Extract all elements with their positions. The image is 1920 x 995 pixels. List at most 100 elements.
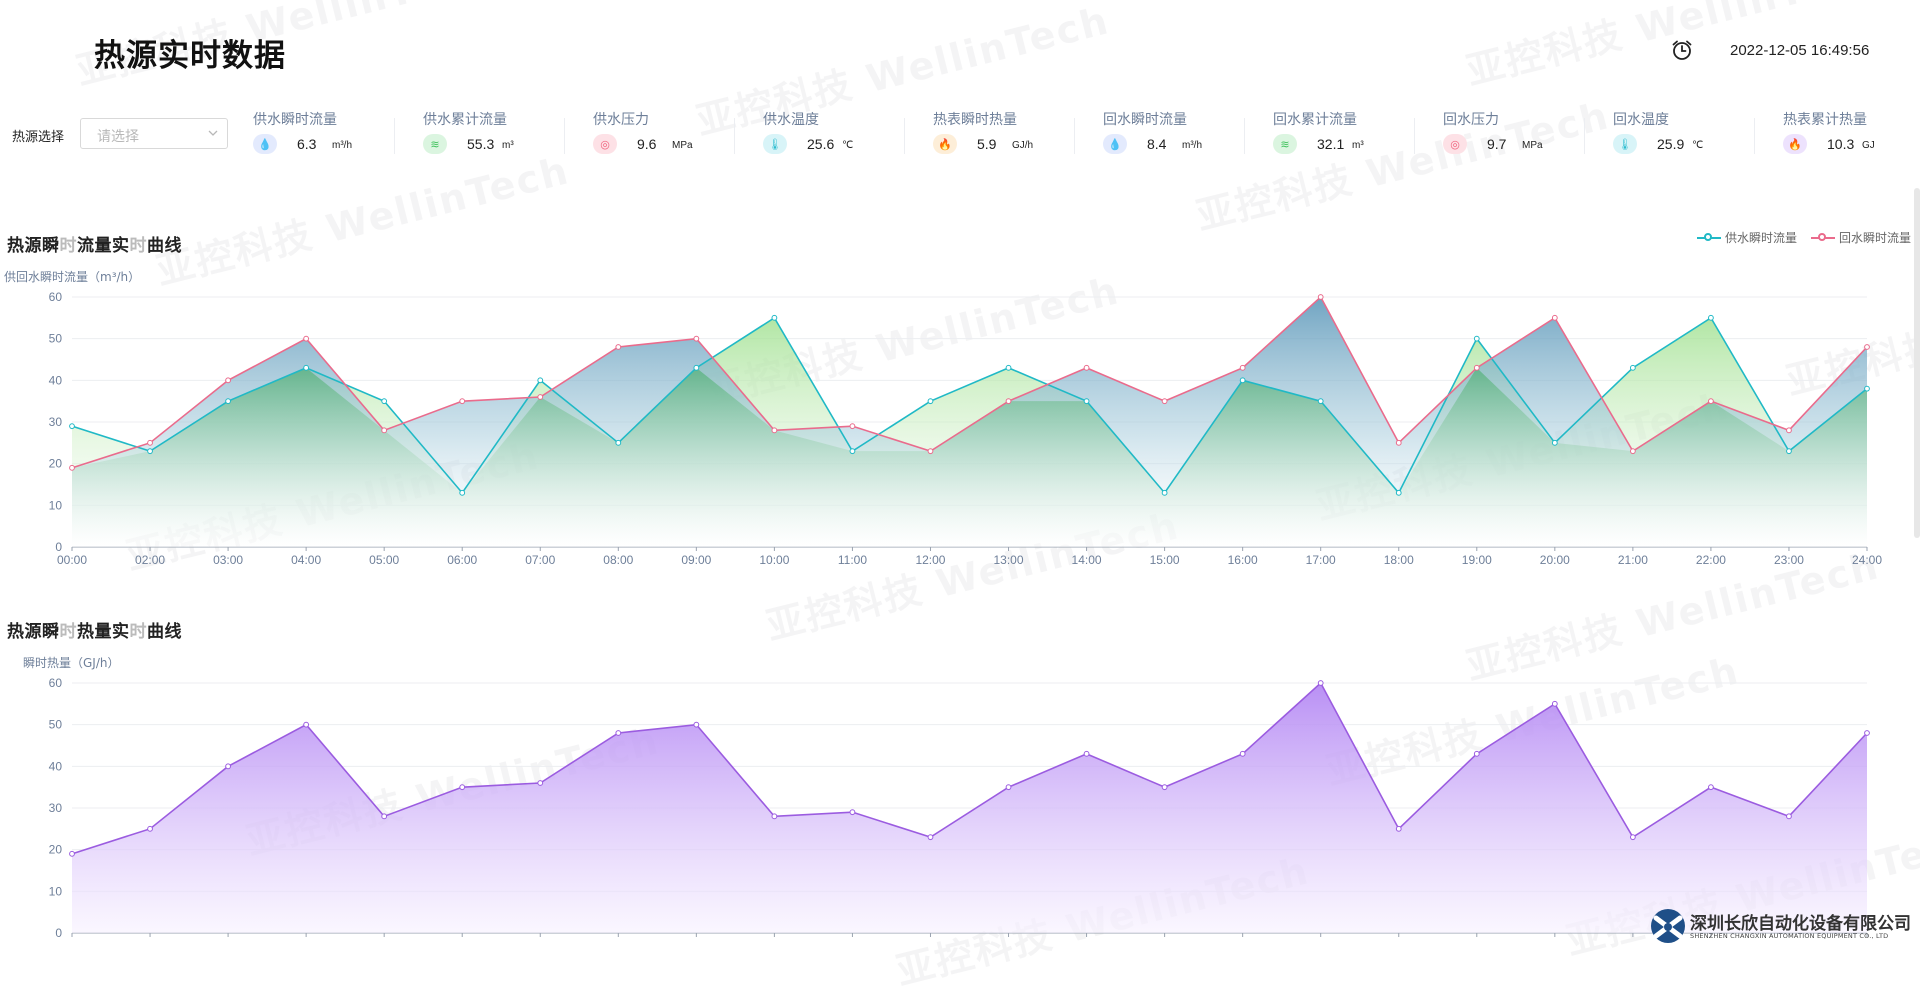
flow-chart-legend[interactable]: 供水瞬时流量 回水瞬时流量 [1697, 229, 1911, 246]
data-point[interactable] [459, 489, 466, 496]
series-area [72, 683, 1867, 933]
data-point[interactable] [615, 439, 622, 446]
data-point[interactable] [1083, 750, 1090, 757]
data-point[interactable] [615, 730, 622, 736]
flow-title-part: 热源瞬 [7, 236, 60, 256]
source-select-placeholder: 请选择 [97, 129, 139, 145]
data-point[interactable] [69, 464, 75, 471]
data-point[interactable] [1005, 784, 1012, 791]
data-point[interactable] [225, 377, 231, 384]
data-point[interactable] [849, 809, 856, 816]
page-scrollbar[interactable] [1914, 188, 1920, 538]
data-point[interactable] [1083, 398, 1090, 405]
source-select[interactable]: 请选择 [80, 118, 228, 149]
data-point[interactable] [381, 398, 388, 405]
data-point[interactable] [1161, 784, 1168, 791]
data-point[interactable] [927, 448, 934, 455]
data-point[interactable] [1473, 335, 1480, 342]
data-point[interactable] [1786, 448, 1792, 455]
data-point[interactable] [459, 398, 466, 405]
data-point[interactable] [1317, 398, 1324, 405]
data-point[interactable] [1239, 750, 1246, 757]
data-point[interactable] [1864, 344, 1870, 350]
legend-item[interactable]: 供水瞬时流量 [1697, 229, 1797, 246]
data-point[interactable] [381, 813, 388, 820]
data-point[interactable] [693, 335, 700, 342]
x-tick-label: 06:00 [447, 553, 477, 567]
x-tick-label: 23:00 [1774, 553, 1804, 567]
data-point[interactable] [1708, 784, 1714, 791]
data-point[interactable] [537, 394, 544, 400]
data-point[interactable] [771, 427, 778, 434]
data-point[interactable] [69, 423, 75, 430]
flow-title-part: 时 [59, 236, 77, 256]
x-tick-label: 02:00 [135, 553, 165, 567]
metric-divider [1414, 118, 1415, 154]
data-point[interactable] [927, 398, 934, 405]
data-point[interactable] [615, 344, 622, 350]
data-point[interactable] [1005, 398, 1012, 405]
metric-divider [904, 118, 905, 154]
data-point[interactable] [1786, 427, 1792, 434]
data-point[interactable] [1864, 730, 1870, 736]
metric-unit: m³ [502, 140, 514, 151]
x-tick-label: 09:00 [681, 553, 711, 567]
data-point[interactable] [1239, 377, 1246, 384]
data-point[interactable] [693, 364, 700, 371]
data-point[interactable] [849, 423, 856, 430]
data-point[interactable] [1317, 680, 1324, 686]
series-line [71, 316, 1868, 495]
data-point[interactable] [147, 448, 153, 455]
data-point[interactable] [1395, 825, 1402, 832]
y-tick-label: 30 [49, 801, 63, 815]
data-point[interactable] [381, 427, 388, 434]
data-point[interactable] [1317, 294, 1324, 300]
data-point[interactable] [225, 398, 231, 405]
x-tick-label: 16:00 [1228, 553, 1258, 567]
data-point[interactable] [1864, 385, 1870, 392]
data-point[interactable] [69, 850, 75, 857]
data-point[interactable] [303, 335, 310, 342]
data-point[interactable] [1551, 314, 1558, 321]
x-tick-label: 24:00 [1852, 553, 1882, 567]
data-point[interactable] [1629, 364, 1636, 371]
data-point[interactable] [1161, 489, 1168, 496]
thermometer-icon: 🌡 [763, 134, 787, 154]
data-point[interactable] [771, 314, 778, 321]
x-tick-label: 15:00 [1150, 553, 1180, 567]
data-point[interactable] [147, 439, 153, 446]
data-point[interactable] [1473, 750, 1480, 757]
data-point[interactable] [1161, 398, 1168, 405]
y-tick-label: 0 [55, 926, 62, 940]
data-point[interactable] [1473, 364, 1480, 371]
data-point[interactable] [771, 813, 778, 820]
x-tick-label: 19:00 [1462, 553, 1492, 567]
legend-item[interactable]: 回水瞬时流量 [1811, 229, 1911, 246]
data-point[interactable] [1395, 489, 1402, 496]
data-point[interactable] [849, 448, 856, 455]
data-point[interactable] [1708, 398, 1714, 405]
data-point[interactable] [1395, 439, 1402, 446]
data-point[interactable] [303, 364, 310, 371]
data-point[interactable] [537, 780, 544, 786]
data-point[interactable] [1239, 364, 1246, 371]
heat-chart: 0 10 20 30 40 50 60 [49, 676, 1870, 940]
data-point[interactable] [459, 784, 466, 791]
data-point[interactable] [1551, 439, 1558, 446]
y-tick-label: 60 [49, 290, 63, 304]
data-point[interactable] [1708, 314, 1714, 321]
data-point[interactable] [1629, 834, 1636, 841]
data-point[interactable] [1551, 700, 1558, 707]
data-point[interactable] [537, 377, 544, 384]
metric-label: 回水压力 [1443, 112, 1499, 128]
data-point[interactable] [303, 721, 310, 728]
x-tick-label: 22:00 [1696, 553, 1726, 567]
data-point[interactable] [1786, 813, 1792, 820]
data-point[interactable] [147, 825, 153, 832]
data-point[interactable] [1083, 364, 1090, 371]
data-point[interactable] [693, 721, 700, 728]
data-point[interactable] [1005, 364, 1012, 371]
data-point[interactable] [225, 763, 231, 770]
data-point[interactable] [1629, 448, 1636, 455]
data-point[interactable] [927, 834, 934, 841]
